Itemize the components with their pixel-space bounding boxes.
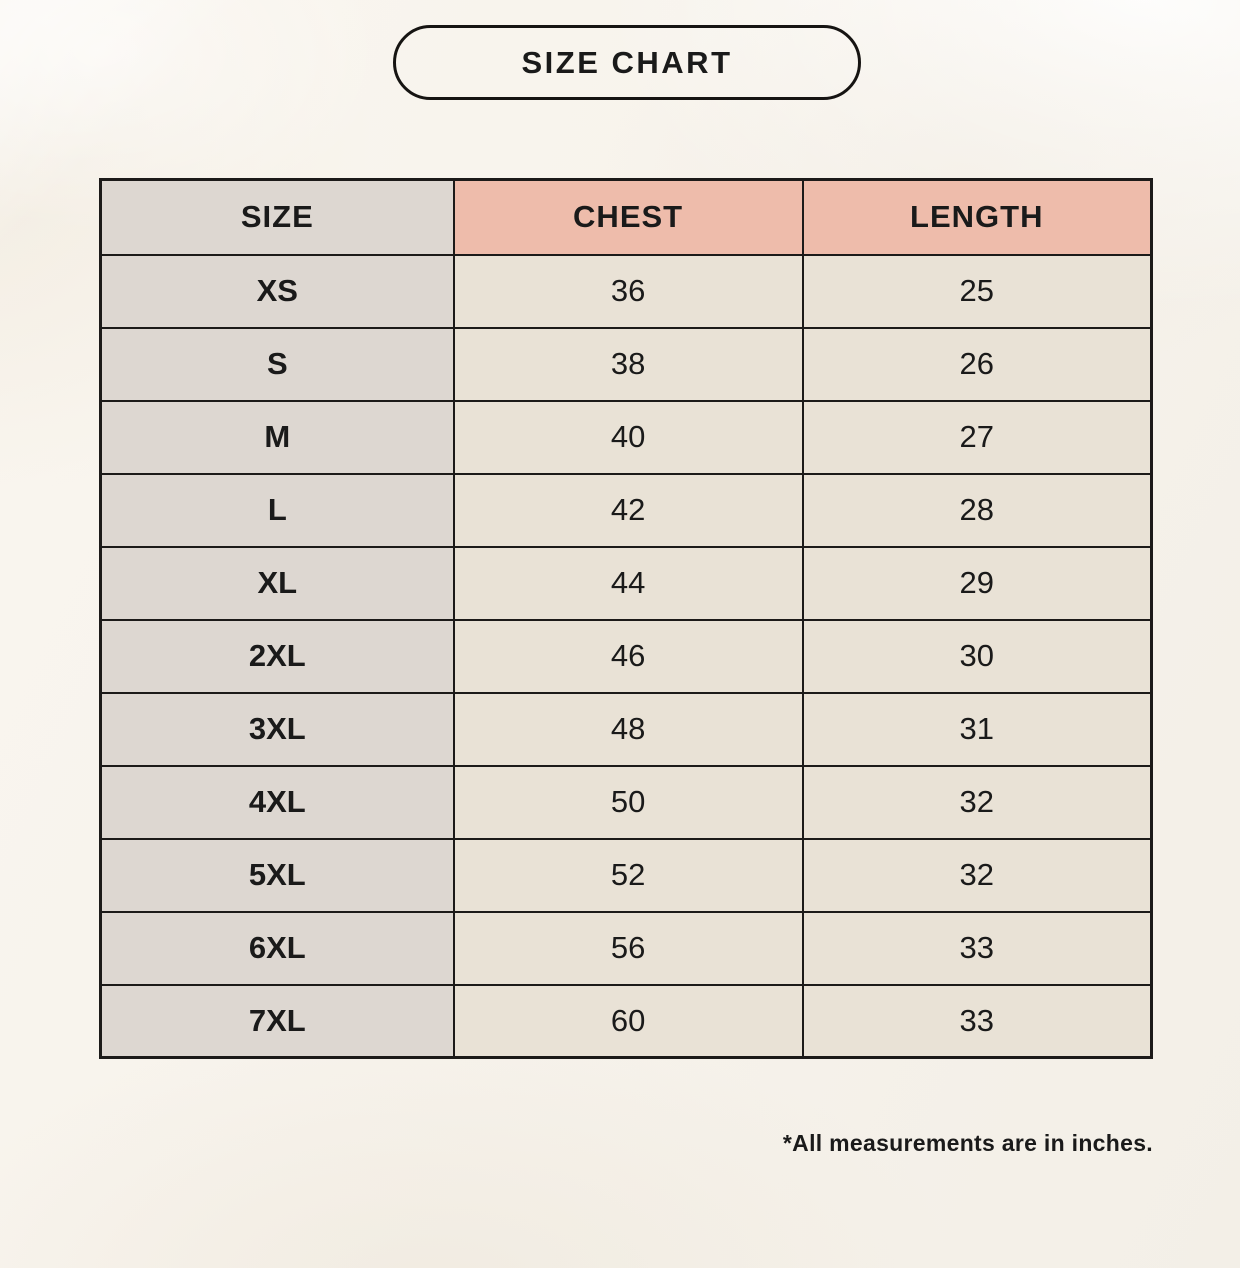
table-row: 3XL 48 31 (99, 691, 1153, 767)
chest-value-cell: 48 (452, 691, 804, 767)
size-label-cell: XL (99, 545, 455, 621)
size-label-cell: S (99, 326, 455, 402)
length-value-cell: 25 (801, 253, 1153, 329)
column-header-chest: CHEST (452, 178, 804, 256)
size-label-cell: M (99, 399, 455, 475)
table-row: 5XL 52 32 (99, 837, 1153, 913)
page-title: SIZE CHART (521, 44, 733, 80)
length-value-cell: 33 (801, 910, 1153, 986)
size-label-cell: 5XL (99, 837, 455, 913)
chest-value-cell: 60 (452, 983, 804, 1059)
size-label-cell: L (99, 472, 455, 548)
length-value-cell: 29 (801, 545, 1153, 621)
table-row: 2XL 46 30 (99, 618, 1153, 694)
column-header-length: LENGTH (801, 178, 1153, 256)
chest-value-cell: 56 (452, 910, 804, 986)
chest-value-cell: 46 (452, 618, 804, 694)
length-value-cell: 26 (801, 326, 1153, 402)
table-row: 7XL 60 33 (99, 983, 1153, 1059)
chest-value-cell: 44 (452, 545, 804, 621)
table-row: XL 44 29 (99, 545, 1153, 621)
length-value-cell: 31 (801, 691, 1153, 767)
length-value-cell: 33 (801, 983, 1153, 1059)
size-table-body: XS 36 25 S 38 26 M 40 27 L 42 28 XL 44 29 2XL 46 30 3XL 48 3… (99, 253, 1153, 1059)
column-header-size: SIZE (99, 178, 455, 256)
size-label-cell: 6XL (99, 910, 455, 986)
size-label-cell: 7XL (99, 983, 455, 1059)
table-row: S 38 26 (99, 326, 1153, 402)
length-value-cell: 28 (801, 472, 1153, 548)
length-value-cell: 30 (801, 618, 1153, 694)
table-row: 4XL 50 32 (99, 764, 1153, 840)
chest-value-cell: 36 (452, 253, 804, 329)
size-chart-table: SIZE CHEST LENGTH XS 36 25 S 38 26 M 40 27 L 42 28 X… (99, 178, 1153, 1059)
table-row: 6XL 56 33 (99, 910, 1153, 986)
chest-value-cell: 52 (452, 837, 804, 913)
table-header-row: SIZE CHEST LENGTH (99, 178, 1153, 256)
size-label-cell: 4XL (99, 764, 455, 840)
table-row: M 40 27 (99, 399, 1153, 475)
size-label-cell: 3XL (99, 691, 455, 767)
chest-value-cell: 50 (452, 764, 804, 840)
chest-value-cell: 38 (452, 326, 804, 402)
size-label-cell: XS (99, 253, 455, 329)
length-value-cell: 27 (801, 399, 1153, 475)
chest-value-cell: 42 (452, 472, 804, 548)
chest-value-cell: 40 (452, 399, 804, 475)
length-value-cell: 32 (801, 764, 1153, 840)
length-value-cell: 32 (801, 837, 1153, 913)
size-chart-title-pill: SIZE CHART (393, 25, 861, 100)
size-label-cell: 2XL (99, 618, 455, 694)
table-row: XS 36 25 (99, 253, 1153, 329)
measurements-footnote: *All measurements are in inches. (782, 1130, 1153, 1156)
table-row: L 42 28 (99, 472, 1153, 548)
